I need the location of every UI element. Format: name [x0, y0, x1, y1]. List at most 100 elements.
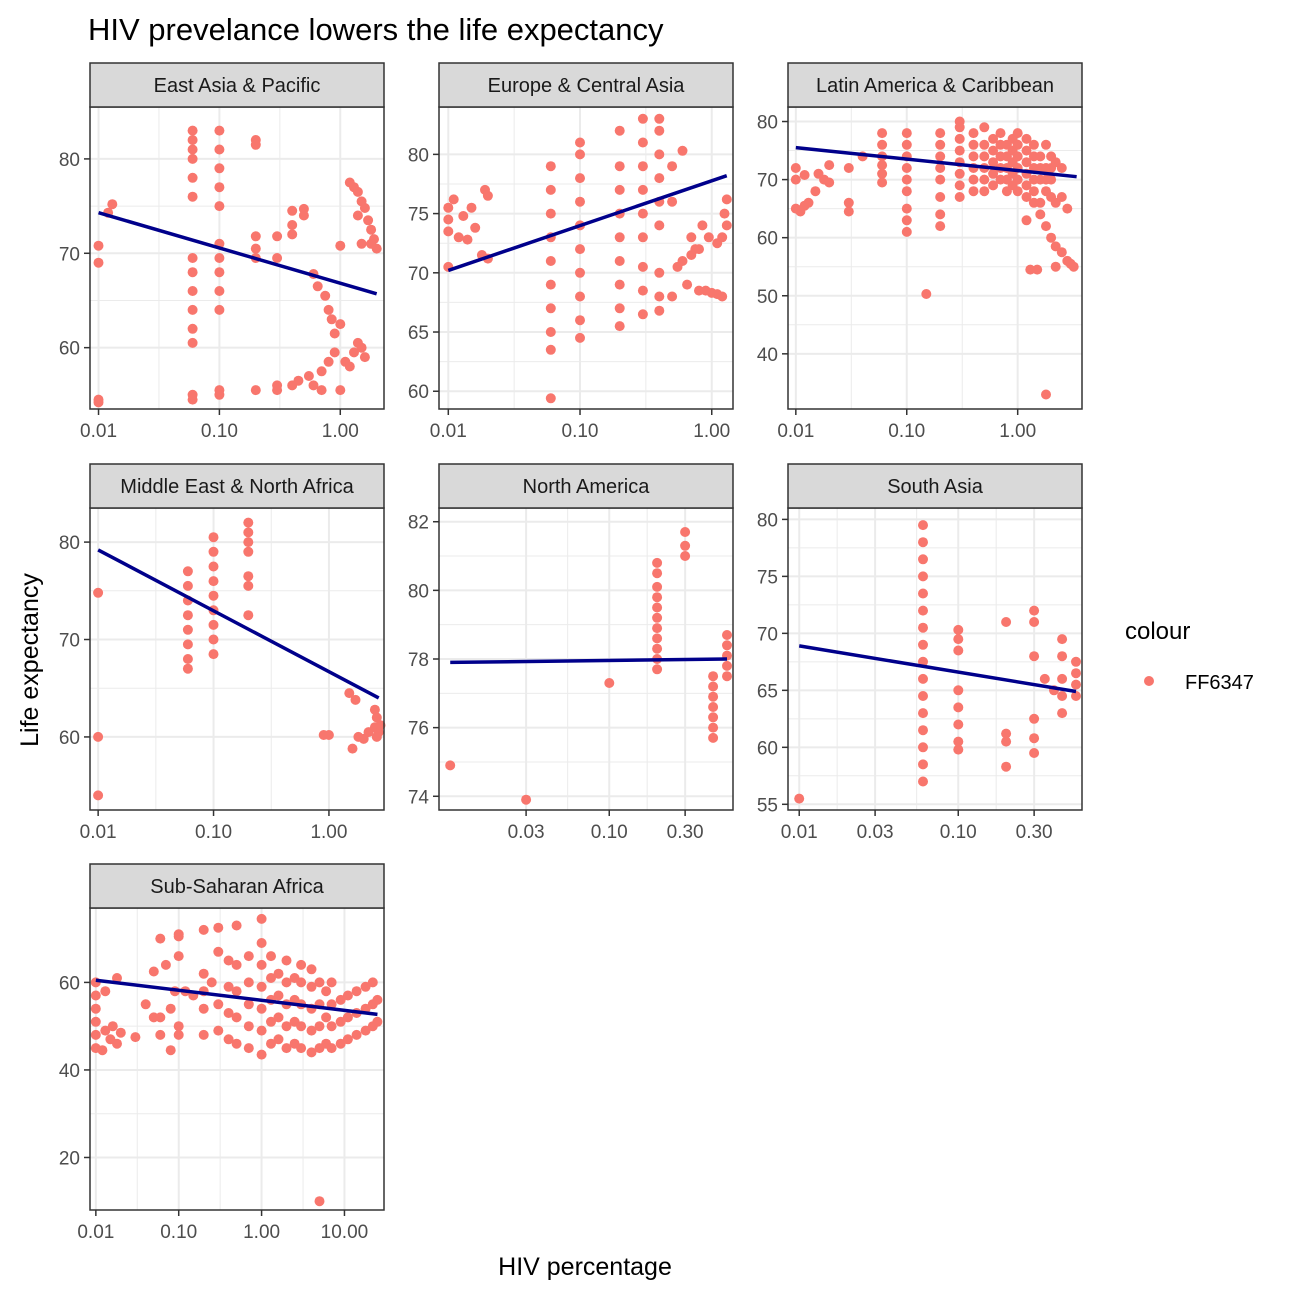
data-point [223, 1034, 234, 1045]
y-tick-label: 80 [59, 150, 80, 171]
panel-background [90, 107, 384, 409]
facet-panel: East Asia & Pacific 0.01 0.10 1.00 60 70 80 [59, 62, 385, 442]
data-point [1021, 215, 1032, 226]
data-point [654, 125, 665, 136]
data-point [545, 184, 556, 195]
data-point [575, 315, 585, 326]
y-tick-label: 60 [59, 728, 80, 749]
data-point [680, 527, 691, 537]
data-point [213, 922, 224, 933]
data-point [988, 168, 999, 179]
data-point [323, 304, 334, 315]
data-point [323, 356, 334, 367]
data-point [654, 220, 665, 231]
data-point [953, 702, 964, 713]
data-point [281, 977, 292, 988]
data-point [979, 174, 990, 185]
data-point [213, 946, 224, 957]
data-point [165, 1045, 176, 1056]
data-point [187, 144, 198, 155]
facet-panel: Sub-Saharan Africa 0.01 0.10 1.00 10.00 20 40 6… [59, 863, 385, 1243]
data-point [654, 113, 665, 124]
data-point [652, 592, 663, 603]
data-point [575, 137, 585, 148]
data-point [1057, 651, 1068, 662]
data-point [182, 654, 193, 664]
data-point [208, 619, 219, 630]
data-point [637, 161, 648, 172]
data-point [214, 182, 225, 193]
data-point [654, 291, 665, 302]
data-point [1041, 139, 1051, 150]
y-tick-label: 82 [408, 513, 429, 534]
data-point [1046, 232, 1057, 243]
x-tick-label: 0.10 [562, 421, 599, 442]
data-point [213, 999, 224, 1010]
data-point [637, 232, 648, 243]
x-tick-label: 1.00 [310, 822, 347, 843]
data-point [1012, 151, 1023, 162]
data-point [799, 170, 810, 180]
data-point [637, 184, 648, 195]
x-tick-label: 0.01 [781, 822, 818, 843]
data-point [342, 1034, 353, 1045]
data-point [303, 371, 314, 381]
data-point [372, 994, 383, 1005]
x-tick-label: 1.00 [693, 421, 730, 442]
x-tick-label: 0.01 [77, 1222, 114, 1243]
y-tick-label: 80 [59, 533, 80, 554]
data-point [243, 1021, 254, 1032]
facet-panel: Europe & Central Asia 0.01 0.10 1.00 60 65 70 7… [408, 62, 734, 442]
data-point [652, 612, 663, 623]
data-point [273, 990, 284, 1001]
data-point [1012, 174, 1023, 185]
data-point [90, 1029, 101, 1040]
data-point [667, 291, 678, 302]
x-tick-label: 0.10 [160, 1222, 197, 1243]
x-tick-label: 0.01 [80, 421, 117, 442]
data-point [281, 1043, 292, 1054]
data-point [708, 681, 719, 692]
data-point [521, 794, 532, 805]
data-point [1001, 761, 1012, 772]
data-point [545, 208, 556, 219]
x-tick-label: 1.00 [322, 421, 359, 442]
facet-strip [787, 62, 1083, 108]
y-tick-label: 65 [408, 323, 429, 344]
data-point [351, 1029, 362, 1040]
x-axis-title: HIV percentage [498, 1253, 672, 1281]
data-point [708, 722, 719, 733]
data-point [722, 630, 732, 640]
data-point [935, 192, 946, 202]
data-point [182, 566, 193, 577]
data-point [335, 1038, 346, 1049]
y-tick-label: 65 [757, 681, 778, 702]
data-point [1041, 221, 1051, 232]
data-point [954, 180, 965, 191]
data-point [250, 231, 261, 242]
data-point [187, 286, 198, 296]
data-point [1057, 708, 1068, 719]
data-point [453, 232, 464, 243]
data-point [256, 959, 267, 970]
data-point [208, 546, 219, 557]
data-point [342, 1012, 353, 1023]
data-point [445, 760, 456, 771]
data-point [843, 197, 854, 208]
data-point [614, 232, 625, 243]
data-point [320, 290, 331, 301]
data-point [545, 161, 556, 172]
data-point [722, 660, 732, 671]
data-point [296, 977, 307, 988]
y-tick-label: 20 [59, 1148, 80, 1169]
data-point [214, 286, 225, 296]
data-point [935, 139, 946, 150]
data-point [1029, 733, 1040, 744]
data-point [824, 177, 835, 188]
data-point [979, 139, 990, 150]
data-point [165, 1003, 176, 1014]
data-point [803, 197, 814, 208]
data-point [1025, 264, 1036, 275]
data-point [281, 955, 292, 966]
trend-line [98, 211, 378, 296]
